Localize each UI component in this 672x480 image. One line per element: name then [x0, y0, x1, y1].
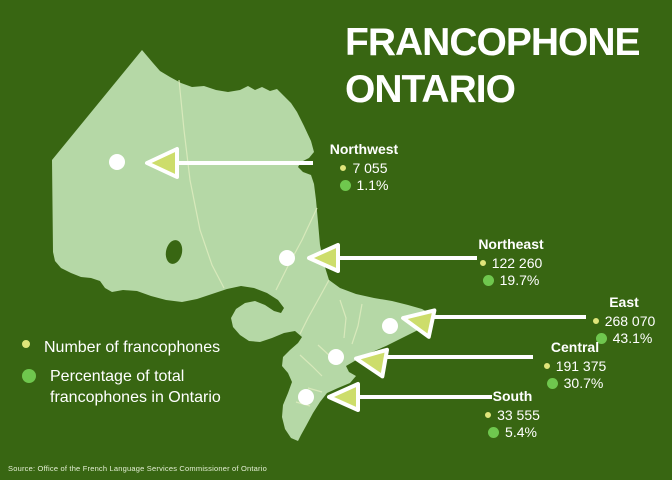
title-line-2: ONTARIO: [345, 67, 516, 111]
percent-row: 43.1%: [595, 330, 653, 347]
region-name: Central: [550, 339, 600, 355]
region-name: East: [609, 294, 639, 310]
arrow-south: [327, 382, 492, 412]
marker-south: [298, 389, 314, 405]
ontario-outline: [52, 50, 436, 441]
percent-value: 30.7%: [563, 375, 604, 392]
percent-value: 19.7%: [499, 272, 540, 289]
region-label-south: South 33 555 5.4%: [460, 388, 565, 440]
marker-central: [328, 349, 344, 365]
arrow-central: [354, 347, 533, 379]
marker-east: [382, 318, 398, 334]
filled-circle-icon: [595, 332, 607, 344]
number-value: 268 070: [604, 313, 656, 330]
number-value: 7 055: [352, 160, 388, 177]
ring-circle-icon: [22, 340, 30, 348]
number-value: 191 375: [555, 358, 607, 375]
region-name: Northwest: [329, 141, 399, 157]
percent-value: 43.1%: [612, 330, 653, 347]
arrow-northeast: [307, 243, 477, 273]
legend: Number of francophones Percentage of tot…: [22, 337, 230, 416]
legend-percent-label: Percentage of total francophones in Onta…: [50, 368, 221, 407]
ring-circle-icon: [340, 165, 347, 172]
percent-row: 5.4%: [488, 424, 537, 440]
percent-value: 5.4%: [505, 424, 537, 441]
number-row: 268 070: [592, 313, 656, 330]
legend-number-label: Number of francophones: [44, 339, 221, 356]
lake-nipigon: [165, 240, 183, 264]
region-name: South: [492, 388, 533, 404]
percent-row: 19.7%: [482, 272, 540, 289]
title-line-1: FRANCOPHONE: [345, 21, 641, 64]
ring-circle-icon: [479, 260, 486, 267]
arrow-northwest: [145, 147, 313, 179]
region-label-northwest: Northwest 7 055 1.1%: [308, 141, 420, 193]
ring-circle-icon: [592, 318, 599, 325]
region-markers: [109, 154, 398, 405]
legend-percent-row: Percentage of total francophones in Onta…: [22, 366, 230, 408]
marker-northeast: [279, 250, 295, 266]
page-title: FRANCOPHONE ONTARIO: [345, 20, 665, 114]
number-row: 122 260: [479, 255, 543, 272]
region-label-east: East 268 070 43.1%: [574, 294, 672, 346]
leader-arrows: [145, 147, 586, 412]
marker-northwest: [109, 154, 125, 170]
filled-circle-icon: [488, 426, 500, 438]
number-value: 122 260: [491, 255, 543, 272]
filled-circle-icon: [546, 377, 558, 389]
percent-row: 30.7%: [546, 375, 604, 392]
legend-number-row: Number of francophones: [22, 337, 230, 358]
ring-circle-icon: [543, 363, 550, 370]
number-row: 191 375: [543, 358, 607, 375]
arrow-east: [401, 308, 586, 339]
region-label-central: Central 191 375 30.7%: [520, 339, 630, 391]
number-row: 33 555: [485, 407, 540, 423]
filled-circle-icon: [339, 179, 351, 191]
filled-circle-icon: [482, 274, 494, 286]
percent-row: 1.1%: [339, 177, 389, 194]
number-row: 7 055: [340, 160, 388, 177]
source-attribution: Source: Office of the French Language Se…: [8, 464, 267, 473]
number-value: 33 555: [497, 407, 540, 424]
region-name: Northeast: [478, 236, 544, 252]
filled-circle-icon: [22, 369, 36, 384]
percent-value: 1.1%: [356, 177, 389, 194]
ring-circle-icon: [485, 412, 492, 419]
region-label-northeast: Northeast 122 260 19.7%: [455, 236, 567, 288]
